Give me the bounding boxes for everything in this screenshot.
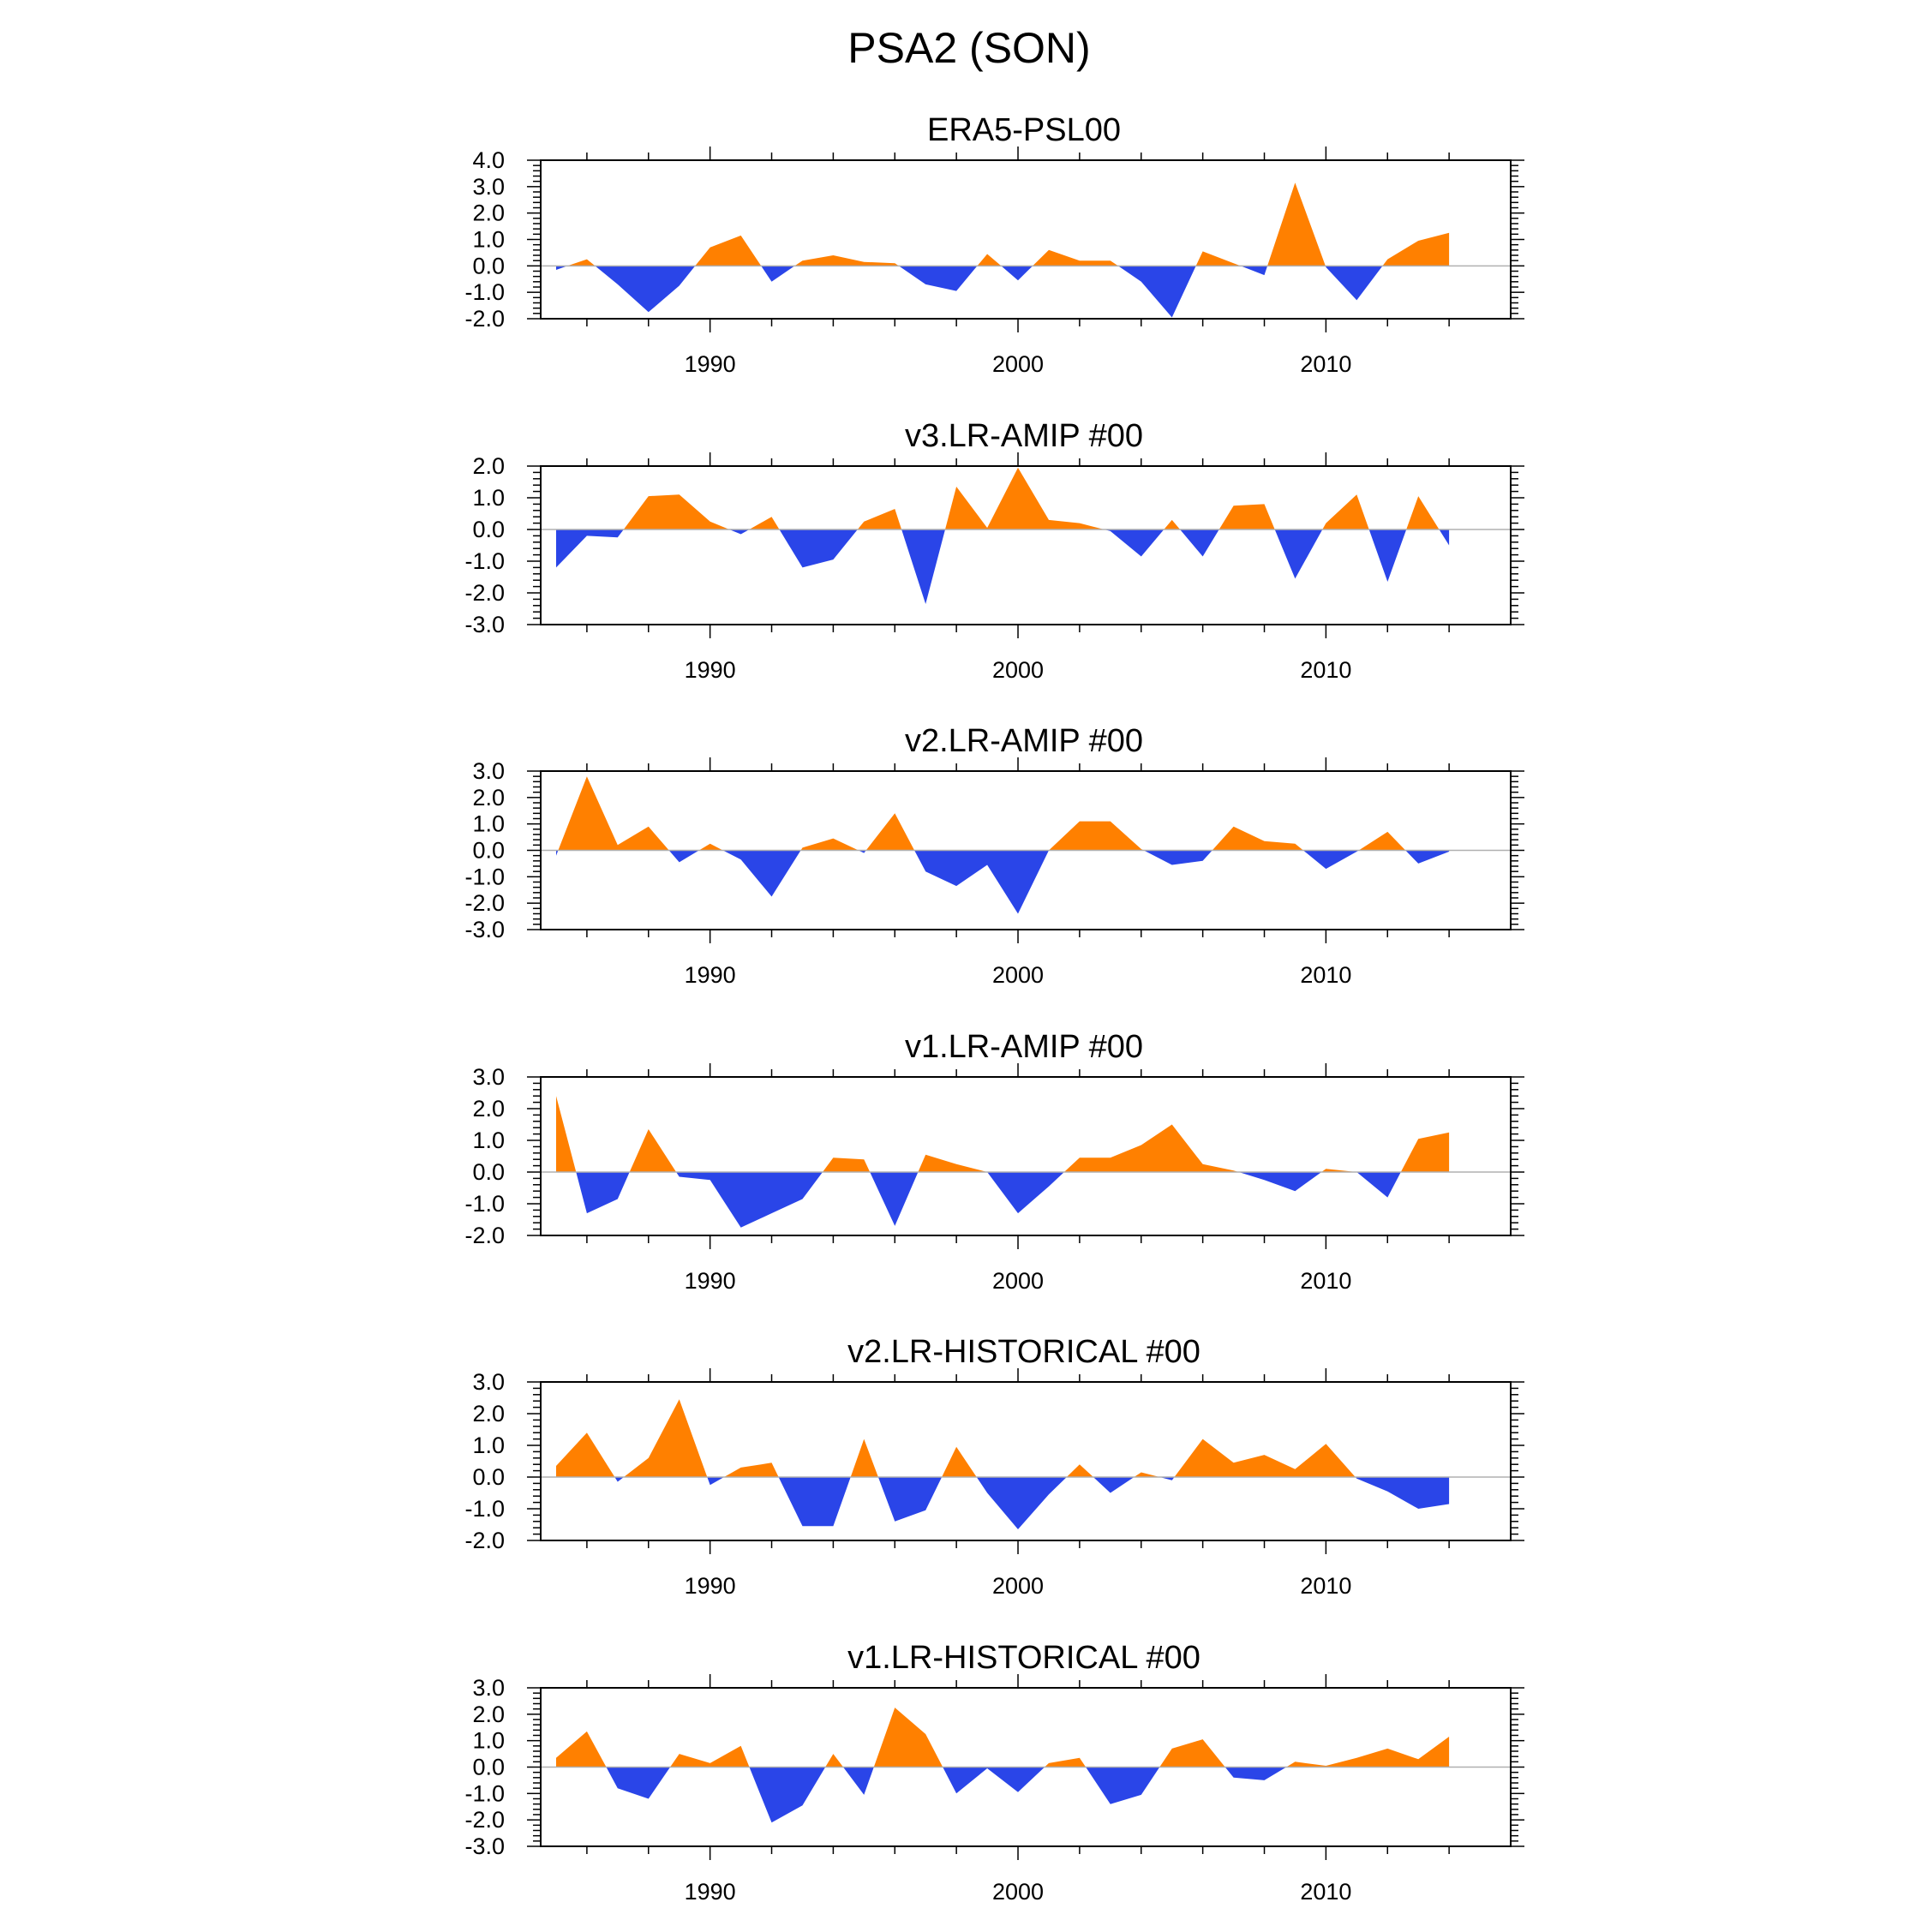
y-tick-label: 1.0 xyxy=(472,1127,505,1153)
panel-1: ERA5-PSL00 -2.0-1.00.01.02.03.04.0 1990 200… xyxy=(464,112,1524,377)
x-tick-label: 1990 xyxy=(685,962,736,988)
y-tick-label: 2.0 xyxy=(472,200,505,226)
y-tick-label: -2.0 xyxy=(464,580,505,606)
y-tick-label: 0.0 xyxy=(472,1755,505,1780)
panel-title: v1.LR-AMIP #00 xyxy=(905,1029,1143,1065)
panel-title: ERA5-PSL00 xyxy=(927,112,1121,148)
y-tick-label: 2.0 xyxy=(472,1702,505,1727)
x-tick-label: 2000 xyxy=(992,962,1044,988)
y-tick-label: -2.0 xyxy=(464,1223,505,1248)
negative-area xyxy=(556,1477,1450,1529)
y-tick-label: -1.0 xyxy=(464,548,505,574)
y-tick-label: 3.0 xyxy=(472,174,505,200)
y-tick-label: 0.0 xyxy=(472,517,505,542)
x-tick-label: 1990 xyxy=(685,351,736,377)
y-tick-label: 1.0 xyxy=(472,811,505,837)
y-tick-label: -1.0 xyxy=(464,1496,505,1522)
y-tick-label: 3.0 xyxy=(472,1675,505,1701)
y-tick-label: 2.0 xyxy=(472,1096,505,1122)
x-tick-label: 2000 xyxy=(992,1879,1044,1905)
positive-area xyxy=(556,1708,1450,1768)
y-tick-label: 0.0 xyxy=(472,253,505,278)
y-tick-label: -2.0 xyxy=(464,1528,505,1553)
x-tick-label: 2010 xyxy=(1300,1573,1351,1599)
panel-4: v1.LR-AMIP #00 -2.0 -1.0 0.0 1.0 2.0 3.0 1990 20… xyxy=(464,1029,1524,1294)
positive-area xyxy=(556,1399,1450,1477)
panel-title: v1.LR-HISTORICAL #00 xyxy=(847,1640,1201,1676)
x-tick-label: 2000 xyxy=(992,657,1044,683)
y-tick-label: 1.0 xyxy=(472,1728,505,1754)
panel-title: v2.LR-HISTORICAL #00 xyxy=(847,1334,1201,1370)
negative-area xyxy=(556,1767,1450,1823)
plot-frame xyxy=(540,465,1512,625)
y-tick-label: -2.0 xyxy=(464,1807,505,1833)
y-tick-label: -3.0 xyxy=(464,1833,505,1859)
y-tick-label: 3.0 xyxy=(472,1369,505,1395)
x-tick-label: 1990 xyxy=(685,1268,736,1294)
x-tick-label: 2010 xyxy=(1300,1268,1351,1294)
panel-3: v2.LR-AMIP #00 -3.0-2.0-1.00.01.02.03.0 19… xyxy=(464,723,1524,988)
y-tick-label: 2.0 xyxy=(472,1401,505,1427)
y-tick-label: 1.0 xyxy=(472,227,505,253)
plot-frame xyxy=(540,1076,1512,1236)
panel-title: v2.LR-AMIP #00 xyxy=(905,723,1143,759)
positive-area xyxy=(556,467,1450,529)
y-tick-label: -1.0 xyxy=(464,1191,505,1217)
negative-area xyxy=(556,1172,1450,1228)
y-tick-label: -1.0 xyxy=(464,864,505,889)
y-tick-label: 1.0 xyxy=(472,1433,505,1458)
x-tick-label: 2010 xyxy=(1300,1879,1351,1905)
x-tick-label: 2010 xyxy=(1300,351,1351,377)
x-tick-label: 2010 xyxy=(1300,962,1351,988)
x-tick-label: 1990 xyxy=(685,1573,736,1599)
y-tick-label: 0.0 xyxy=(472,1159,505,1185)
y-tick-label: 0.0 xyxy=(472,1464,505,1490)
y-tick-label: -1.0 xyxy=(464,279,505,305)
positive-area xyxy=(556,1096,1450,1172)
y-tick-label: 2.0 xyxy=(472,785,505,810)
y-tick-label: -2.0 xyxy=(464,890,505,916)
x-tick-label: 2010 xyxy=(1300,657,1351,683)
panel-5: v2.LR-HISTORICAL #00 -2.0 -1.0 0.0 1.0 2.0 3.0… xyxy=(464,1334,1524,1599)
y-tick-label: -2.0 xyxy=(464,306,505,332)
x-tick-label: 2000 xyxy=(992,351,1044,377)
x-tick-label: 1990 xyxy=(685,1879,736,1905)
y-tick-label: 0.0 xyxy=(472,838,505,864)
negative-area xyxy=(556,850,1450,914)
y-tick-label: 3.0 xyxy=(472,758,505,784)
panel-6: v1.LR-HISTORICAL #00 -3.0-2.0-1.00.01.02.… xyxy=(464,1640,1524,1905)
x-tick-label: 2000 xyxy=(992,1573,1044,1599)
y-tick-label: 4.0 xyxy=(472,147,505,173)
negative-area xyxy=(556,266,1450,318)
figure-title: PSA2 (SON) xyxy=(847,24,1090,72)
y-tick-label: 3.0 xyxy=(472,1064,505,1090)
y-tick-label: 1.0 xyxy=(472,485,505,511)
y-tick-label: -3.0 xyxy=(464,917,505,942)
panel-2: v3.LR-AMIP #00 -3.0 -2.0 -1.0 0.0 1.0 2.0 1990 2… xyxy=(464,418,1524,683)
y-tick-label: 2.0 xyxy=(472,453,505,479)
plot-frame xyxy=(540,1381,1512,1541)
y-tick-label: -3.0 xyxy=(464,612,505,637)
panel-title: v3.LR-AMIP #00 xyxy=(905,418,1143,454)
x-tick-label: 2000 xyxy=(992,1268,1044,1294)
positive-area xyxy=(556,776,1450,851)
y-tick-label: -1.0 xyxy=(464,1780,505,1806)
x-tick-label: 1990 xyxy=(685,657,736,683)
